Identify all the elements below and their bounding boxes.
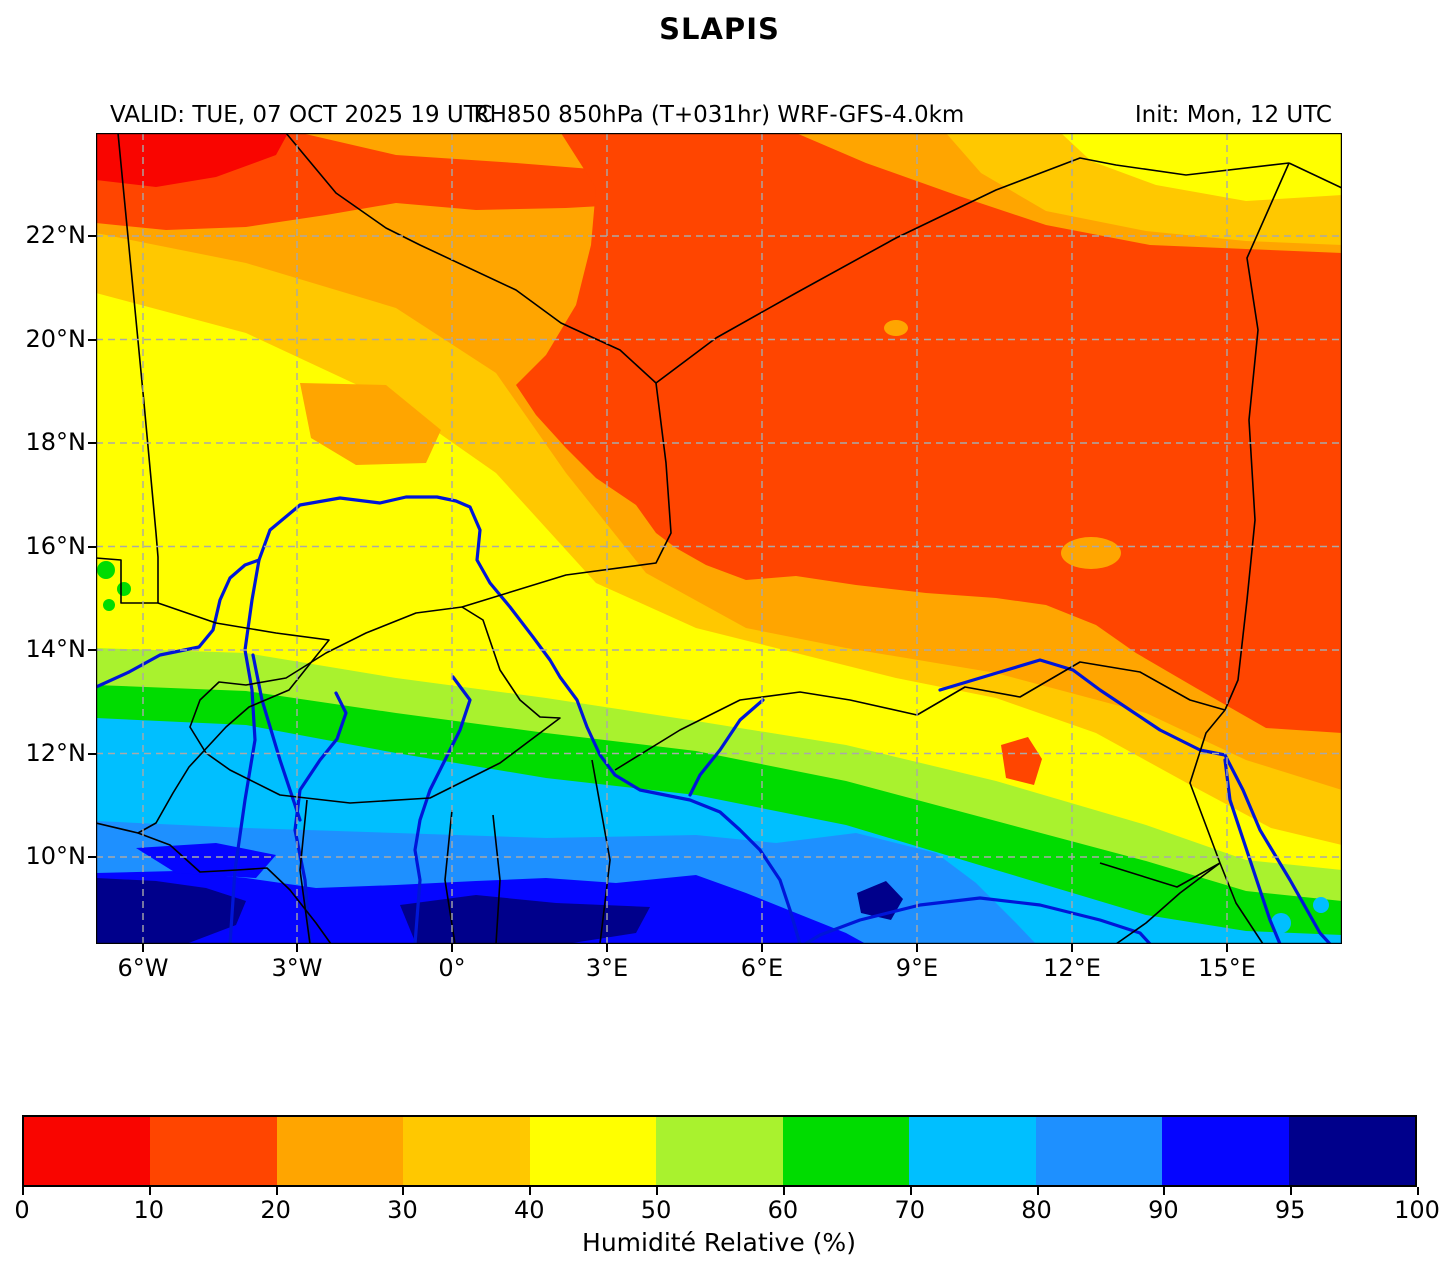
colorbar-tick-label: 10 — [133, 1196, 165, 1224]
colorbar-tick-mark — [22, 1187, 24, 1195]
colorbar-tick-label: 20 — [260, 1196, 291, 1224]
colorbar-title: Humidité Relative (%) — [582, 1228, 856, 1257]
colorbar-tick-mark — [275, 1187, 278, 1195]
colorbar-tick-label: 80 — [1021, 1196, 1052, 1224]
colorbar-segment — [529, 1117, 657, 1185]
weather-map — [96, 133, 1342, 944]
colorbar-tick-mark — [1036, 1187, 1039, 1195]
product-label: RH850 850hPa (T+031hr) WRF-GFS-4.0km — [473, 102, 965, 128]
colorbar-segment — [24, 1117, 151, 1185]
x-tick-mark — [606, 944, 608, 952]
colorbar-segment — [276, 1117, 404, 1185]
colorbar-tick-mark — [529, 1187, 532, 1195]
x-tick-label: 3°W — [271, 954, 323, 982]
colorbar-tick-mark — [909, 1187, 912, 1195]
colorbar-tick-mark — [402, 1187, 405, 1195]
rh-dry-regions — [96, 133, 1342, 785]
valid-time-label: VALID: TUE, 07 OCT 2025 19 UTC — [110, 102, 493, 128]
x-tick-mark — [916, 944, 918, 952]
x-tick-label: 9°E — [895, 954, 939, 982]
colorbar-segment — [782, 1117, 910, 1185]
colorbar-segment — [150, 1117, 277, 1185]
y-tick-mark — [88, 235, 96, 237]
y-tick-label: 18°N — [25, 428, 87, 456]
colorbar-tick-label: 100 — [1394, 1196, 1440, 1224]
colorbar-segment — [1035, 1117, 1163, 1185]
y-tick-label: 16°N — [25, 531, 87, 560]
x-tick-label: 12°E — [1043, 954, 1101, 982]
colorbar-segment — [656, 1117, 783, 1185]
colorbar-tick-label: 70 — [894, 1196, 925, 1224]
colorbar-segment — [909, 1117, 1036, 1185]
y-tick-mark — [88, 442, 96, 444]
y-tick-mark — [88, 752, 96, 755]
x-tick-mark — [761, 944, 763, 952]
x-tick-mark — [1226, 944, 1228, 952]
y-tick-mark — [88, 649, 96, 651]
colorbar-tick-label: 60 — [767, 1196, 799, 1224]
colorbar-tick-mark — [1290, 1187, 1293, 1195]
y-tick-mark — [88, 856, 96, 858]
colorbar-tick-mark — [1417, 1187, 1419, 1195]
figure-title: SLAPIS — [659, 12, 780, 46]
gridlines — [96, 133, 1342, 944]
rivers — [96, 495, 1332, 944]
colorbar-tick-label: 50 — [640, 1196, 672, 1224]
colorbar-segment — [403, 1117, 530, 1185]
colorbar-tick-mark — [1163, 1187, 1166, 1195]
colorbar-tick-label: 95 — [1274, 1196, 1306, 1224]
rh-contour-field — [96, 133, 1342, 944]
init-time-label: Init: Mon, 12 UTC — [1134, 102, 1332, 128]
x-tick-mark — [451, 944, 453, 952]
x-tick-mark — [1071, 944, 1073, 952]
y-tick-label: 22°N — [25, 221, 87, 249]
colorbar-tick-label: 90 — [1148, 1196, 1179, 1224]
colorbar-tick-label: 40 — [513, 1196, 545, 1224]
colorbar-segment — [1288, 1117, 1415, 1185]
y-tick-label: 14°N — [25, 635, 87, 663]
colorbar-tick-mark — [782, 1187, 785, 1195]
colorbar — [22, 1115, 1417, 1187]
x-tick-label: 6°E — [740, 954, 784, 982]
x-tick-label: 0° — [438, 954, 466, 982]
x-tick-label: 15°E — [1198, 954, 1256, 982]
x-tick-label: 6°W — [117, 954, 169, 982]
colorbar-segment — [1162, 1117, 1289, 1185]
x-tick-label: 3°E — [585, 954, 629, 982]
y-tick-mark — [88, 338, 96, 341]
y-tick-mark — [88, 545, 96, 548]
y-tick-label: 12°N — [25, 738, 87, 767]
colorbar-tick-mark — [656, 1187, 659, 1195]
y-tick-label: 10°N — [25, 842, 87, 870]
y-tick-label: 20°N — [25, 324, 87, 353]
x-tick-mark — [296, 944, 298, 952]
colorbar-tick-label: 30 — [387, 1196, 418, 1224]
colorbar-tick-mark — [148, 1187, 151, 1195]
colorbar-tick-label: 0 — [14, 1196, 30, 1224]
country-borders — [96, 133, 1342, 944]
x-tick-mark — [142, 944, 144, 952]
